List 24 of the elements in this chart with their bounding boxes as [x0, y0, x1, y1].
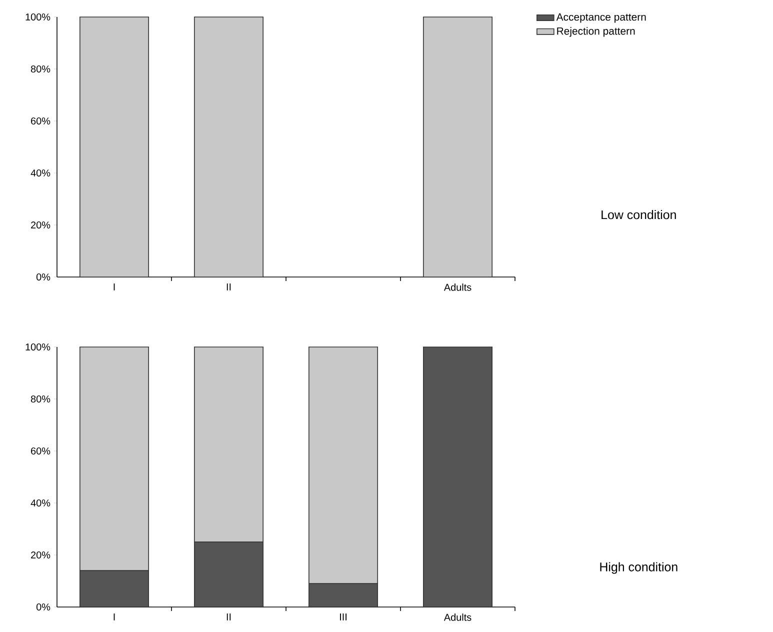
legend-label: Acceptance pattern — [556, 13, 646, 23]
x-tick-label: Adults — [444, 614, 472, 621]
y-tick-label: 60% — [31, 117, 50, 125]
x-tick-label: II — [226, 614, 231, 620]
y-tick-label: 40% — [30, 499, 50, 507]
text: High condition — [600, 562, 678, 574]
y-tick-label: 40% — [30, 169, 50, 177]
x-tick-label: Adults — [444, 284, 472, 291]
y-tick-label: 80% — [30, 65, 50, 73]
x-tick-label: I — [114, 614, 115, 620]
y-tick-label: 100% — [26, 343, 50, 351]
x-tick-label: III — [340, 614, 346, 620]
y-tick-label: 20% — [31, 551, 50, 559]
x-tick-label: II — [226, 284, 231, 290]
y-tick-label: 20% — [31, 221, 50, 229]
x-tick-label: I — [114, 284, 115, 290]
y-tick-label: 0% — [36, 273, 50, 281]
legend-label: Rejection pattern — [557, 27, 635, 37]
y-tick-label: 80% — [30, 395, 50, 403]
y-tick-label: 100% — [26, 13, 50, 21]
y-tick-label: 60% — [31, 447, 50, 455]
bar — [423, 346, 493, 608]
y-tick-label: 0% — [36, 603, 50, 611]
text: Low condition — [602, 210, 676, 220]
